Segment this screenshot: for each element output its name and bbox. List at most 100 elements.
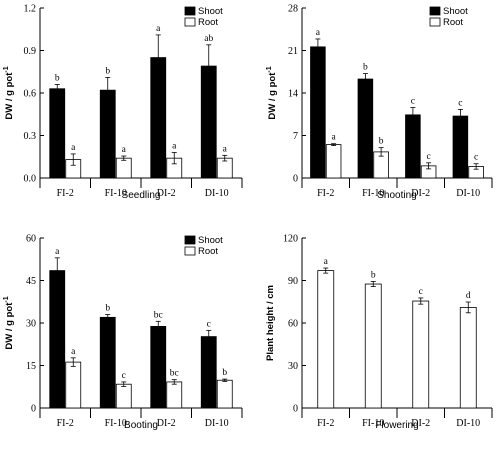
y-tick-label: 30 bbox=[288, 361, 298, 372]
bar-shoot-fi-10 bbox=[357, 78, 374, 179]
significance-label: b bbox=[55, 74, 60, 84]
significance-label: b bbox=[105, 304, 110, 314]
legend-swatch-shoot bbox=[184, 6, 196, 16]
significance-label: a bbox=[223, 144, 228, 154]
significance-label: c bbox=[419, 287, 423, 297]
bar-shoot-fi-2 bbox=[49, 270, 66, 409]
chart-1: 0.0 0.3 0.6 0.9 1.2 FI-2 FI-10 DI-2 DI-10 Seedlin… bbox=[3, 4, 243, 201]
chart-3: 0 15 30 45 60 FI-2 FI-10 DI-2 DI-10 Booting DW / g… bbox=[3, 234, 243, 431]
x-axis-label: Seedling bbox=[122, 190, 161, 201]
y-tick-label: 21 bbox=[288, 46, 298, 57]
y-axis-label: DW / g pot-1 bbox=[3, 296, 15, 349]
y-axis-label-text: DW / g pot bbox=[4, 302, 15, 350]
x-tick-label: FI-2 bbox=[317, 188, 334, 199]
significance-label: bc bbox=[170, 369, 179, 379]
significance-label: b bbox=[105, 66, 110, 76]
bar-value-fi-10 bbox=[364, 283, 382, 409]
bar-root-di-10 bbox=[216, 379, 233, 409]
legend-label-shoot: Shoot bbox=[198, 235, 223, 246]
y-axis-label-text: DW / g pot bbox=[4, 72, 15, 120]
significance-label: a bbox=[122, 145, 127, 155]
x-tick-label: DI-2 bbox=[157, 188, 176, 199]
significance-label: ab bbox=[204, 34, 213, 44]
y-tick-label: 0 bbox=[293, 404, 298, 415]
bar-shoot-di-2 bbox=[150, 57, 167, 179]
significance-label: bc bbox=[154, 310, 163, 320]
bar-shoot-di-2 bbox=[405, 114, 421, 179]
y-axis-label: Plant height / cm bbox=[265, 285, 276, 361]
bar-value-fi-2 bbox=[317, 270, 335, 409]
x-tick-label: DI-10 bbox=[456, 188, 480, 199]
bar-shoot-di-2 bbox=[150, 325, 167, 409]
bar-root-fi-10 bbox=[115, 383, 132, 409]
bar-root-fi-10 bbox=[115, 157, 132, 179]
x-tick-label: DI-2 bbox=[411, 418, 430, 429]
bar-shoot-fi-2 bbox=[49, 88, 66, 179]
significance-label: c bbox=[427, 152, 431, 162]
bar-shoot-fi-10 bbox=[99, 316, 116, 409]
legend-label-root: Root bbox=[198, 17, 218, 28]
x-tick-label: FI-2 bbox=[57, 188, 74, 199]
significance-label: b bbox=[371, 270, 376, 280]
y-tick-label: 60 bbox=[26, 234, 36, 245]
x-tick-label: DI-10 bbox=[205, 188, 229, 199]
significance-label: b bbox=[222, 368, 227, 378]
y-axis-label-text: DW / g pot bbox=[267, 72, 278, 120]
y-axis-label: DW / g pot-1 bbox=[266, 66, 278, 119]
significance-label: a bbox=[332, 133, 337, 143]
legend-label-root: Root bbox=[443, 17, 463, 28]
significance-label: a bbox=[71, 347, 76, 357]
bar-shoot-fi-10 bbox=[99, 89, 116, 179]
y-tick-label: 45 bbox=[26, 276, 36, 287]
bar-shoot-fi-2 bbox=[310, 46, 326, 179]
x-tick-label: DI-2 bbox=[157, 418, 176, 429]
legend-swatch-shoot bbox=[429, 6, 441, 16]
y-tick-label: 60 bbox=[288, 319, 298, 330]
y-tick-label: 0 bbox=[293, 174, 298, 185]
significance-label: b bbox=[379, 137, 384, 147]
x-tick-label: FI-10 bbox=[105, 418, 127, 429]
y-tick-label: 1.2 bbox=[24, 4, 37, 15]
y-tick-label: 0 bbox=[31, 404, 36, 415]
significance-label: a bbox=[172, 142, 177, 152]
y-tick-label: 0.3 bbox=[24, 131, 37, 142]
y-tick-label: 90 bbox=[288, 276, 298, 287]
bar-value-di-2 bbox=[412, 300, 430, 409]
bar-root-di-2 bbox=[166, 381, 183, 409]
significance-label: b bbox=[363, 63, 368, 73]
significance-label: c bbox=[207, 319, 211, 329]
y-tick-label: 0.0 bbox=[24, 174, 37, 185]
x-tick-label: FI-10 bbox=[362, 188, 384, 199]
y-axis-label-superscript: -1 bbox=[3, 296, 10, 302]
x-axis-label: Flowering bbox=[375, 420, 418, 431]
chart-2: 0 7 14 21 28 FI-2 FI-10 DI-2 DI-10 Shooting DW / g… bbox=[266, 4, 493, 201]
legend-label-root: Root bbox=[198, 246, 218, 257]
y-tick-label: 30 bbox=[26, 319, 36, 330]
x-tick-label: DI-10 bbox=[456, 418, 480, 429]
x-tick-label: FI-2 bbox=[57, 418, 74, 429]
legend-swatch-root bbox=[184, 17, 196, 27]
significance-label: c bbox=[458, 98, 462, 108]
bar-shoot-di-10 bbox=[200, 65, 217, 179]
x-tick-label: FI-10 bbox=[105, 188, 127, 199]
significance-label: a bbox=[316, 28, 321, 38]
bar-shoot-di-10 bbox=[200, 336, 217, 409]
legend-swatch-root bbox=[429, 17, 441, 27]
y-axis-label-text: Plant height / cm bbox=[265, 285, 276, 361]
significance-label: a bbox=[71, 143, 76, 153]
y-axis-label-superscript: -1 bbox=[3, 66, 10, 72]
y-tick-label: 7 bbox=[293, 131, 298, 142]
significance-label: d bbox=[466, 291, 471, 301]
x-tick-label: DI-2 bbox=[411, 188, 430, 199]
legend-swatch-root bbox=[184, 246, 196, 256]
bar-value-di-10 bbox=[459, 307, 477, 409]
y-tick-label: 0.9 bbox=[24, 46, 37, 57]
bar-shoot-di-10 bbox=[452, 115, 469, 179]
y-tick-label: 14 bbox=[288, 89, 298, 100]
significance-label: c bbox=[122, 371, 126, 381]
significance-label: c bbox=[474, 153, 478, 163]
y-tick-label: 15 bbox=[26, 361, 36, 372]
y-axis-label: DW / g pot-1 bbox=[3, 66, 15, 119]
legend-label-shoot: Shoot bbox=[198, 6, 223, 17]
